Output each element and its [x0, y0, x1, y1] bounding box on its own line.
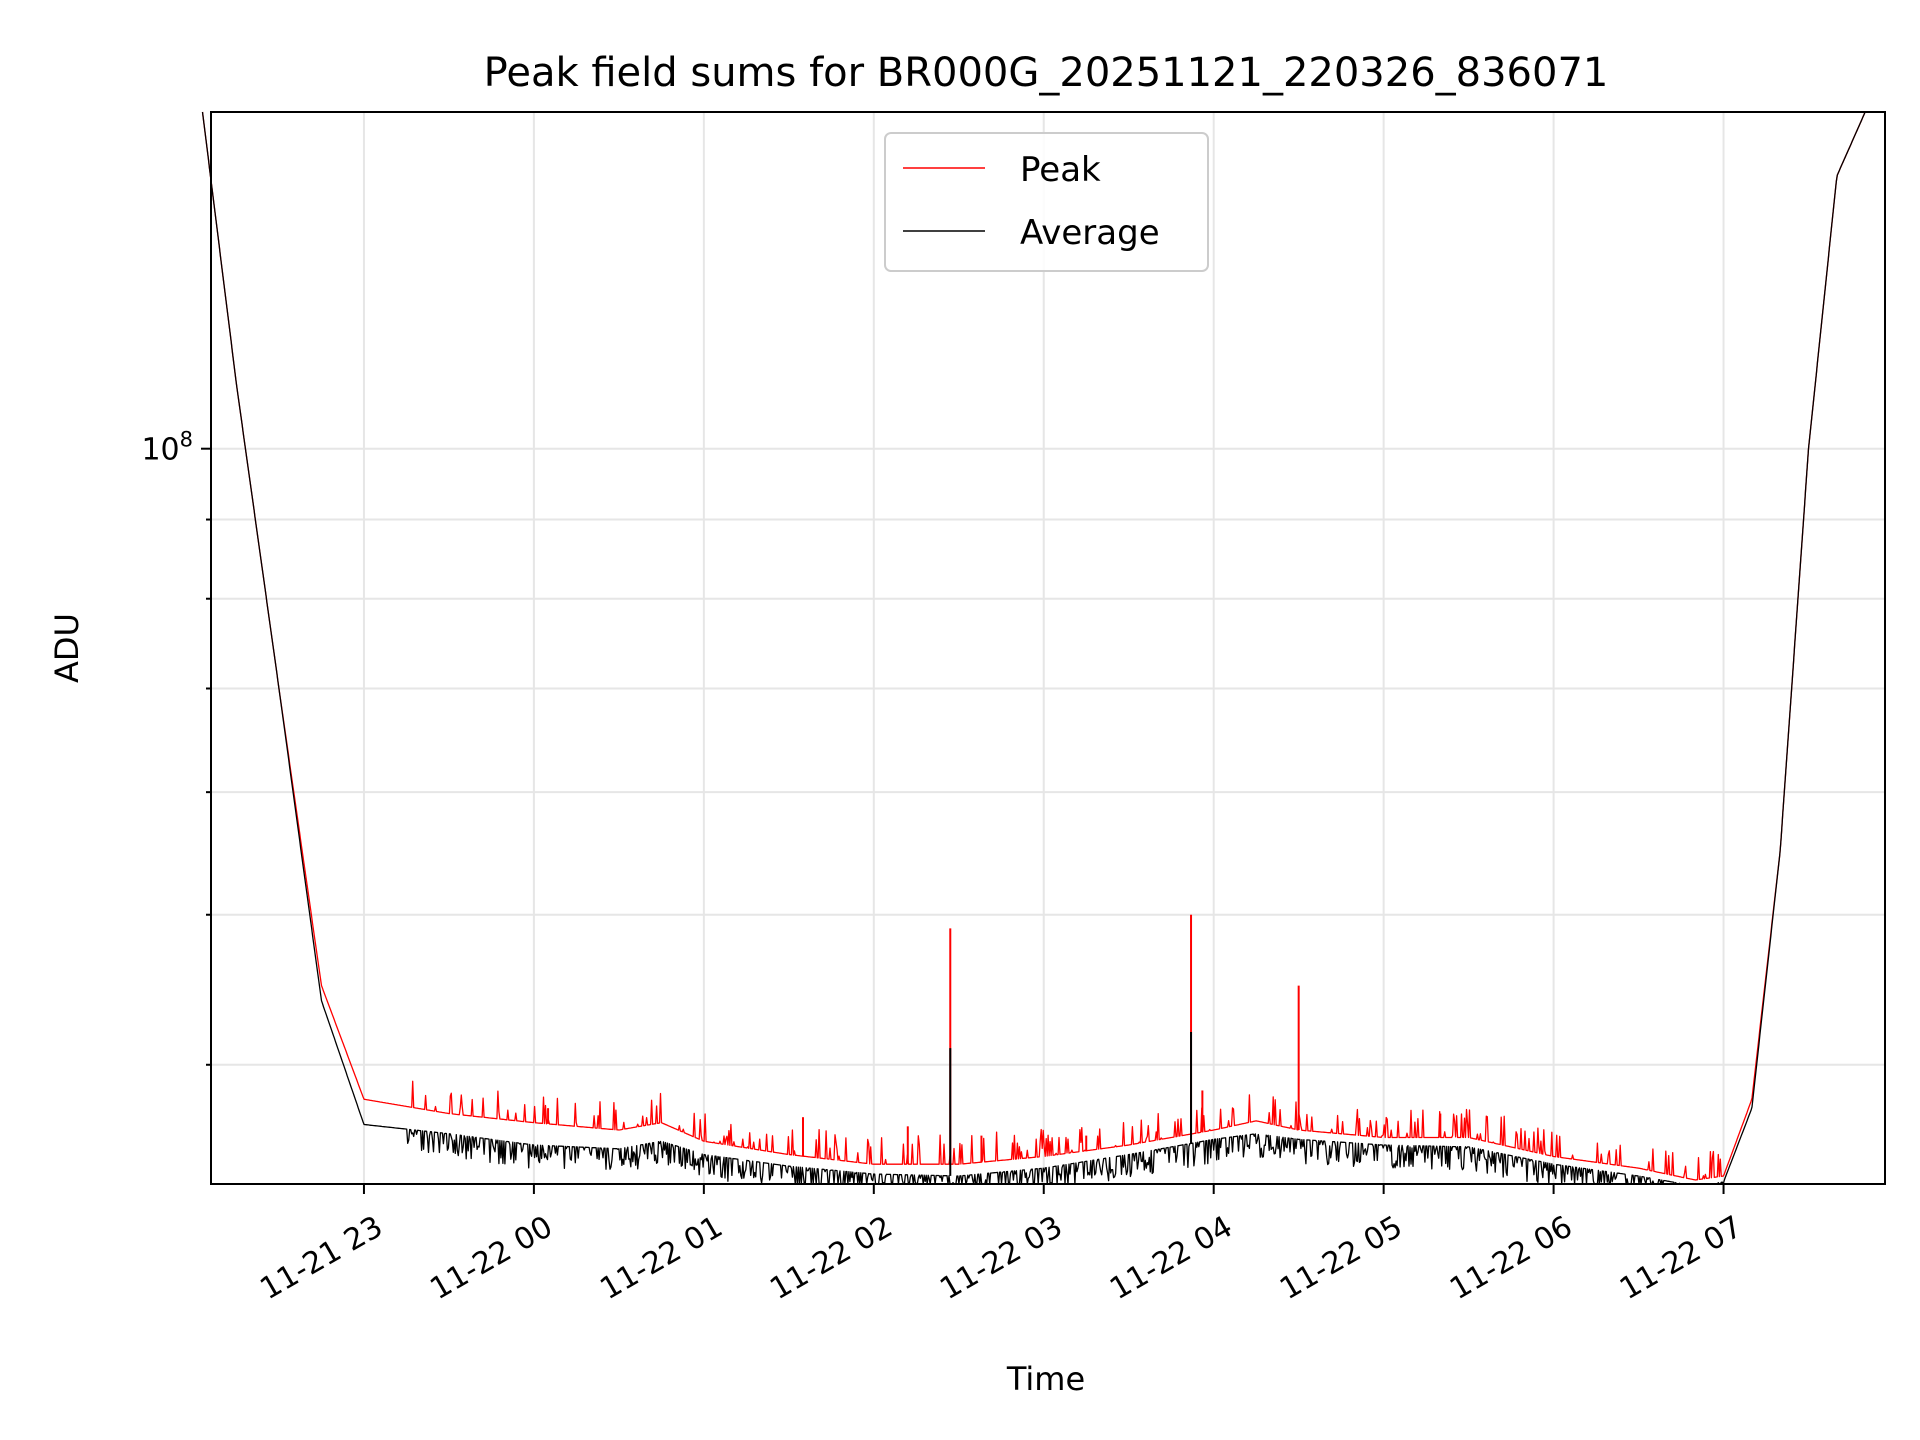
- series-line-peak: [201, 111, 1885, 1181]
- y-tick-label: 108: [141, 428, 193, 468]
- legend: Peak Average: [884, 132, 1209, 272]
- legend-label-peak: Peak: [1020, 150, 1101, 190]
- chart-title: Peak field sums for BR000G_20251121_2203…: [484, 50, 1609, 96]
- y-axis-label: ADU: [48, 613, 86, 683]
- grid-lines: [211, 112, 1885, 1184]
- legend-label-average: Average: [1020, 213, 1160, 253]
- plot-frame: [210, 111, 1886, 1185]
- series-line-average: [201, 111, 1885, 1185]
- x-axis-label: Time: [1006, 1360, 1085, 1398]
- series-average: [201, 111, 1885, 1185]
